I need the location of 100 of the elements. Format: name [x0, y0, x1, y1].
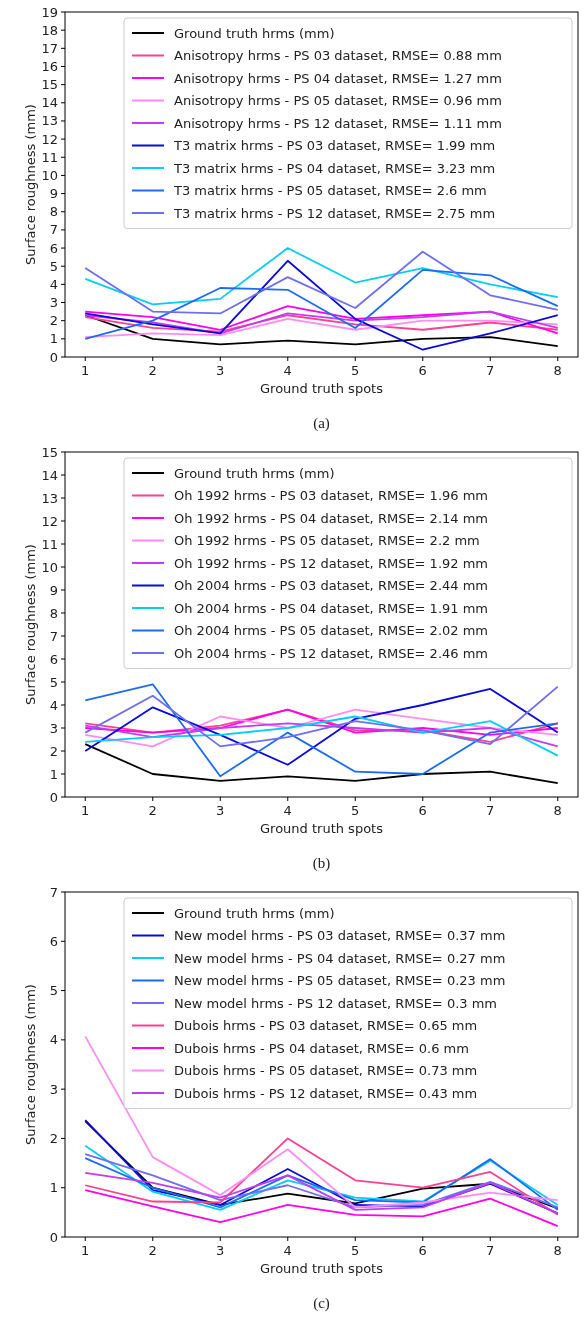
x-tick-label: 8 [553, 803, 562, 818]
legend-label: T3 matrix hrms - PS 04 dataset, RMSE= 3.23 mm [173, 160, 496, 176]
x-tick-label: 5 [351, 363, 360, 378]
x-tick-label: 7 [486, 803, 495, 818]
y-tick-label: 11 [41, 149, 58, 165]
y-tick-label: 0 [49, 789, 58, 805]
y-tick-label: 18 [41, 22, 58, 38]
y-tick-label: 6 [49, 240, 58, 256]
text: (c) [313, 1295, 330, 1312]
x-axis-title: Ground truth spots [260, 821, 384, 836]
y-axis-title: Surface roughness (mm) [23, 544, 38, 705]
legend-label: Anisotropy hrms - PS 05 dataset, RMSE= 0.96 mm [174, 93, 502, 109]
y-tick-label: 9 [49, 186, 58, 202]
line-series [84, 683, 559, 778]
line-series [84, 247, 559, 306]
y-tick-label: 9 [49, 582, 58, 598]
legend-label: T3 matrix hrms - PS 05 dataset, RMSE= 2.6 mm [173, 183, 487, 199]
y-tick-label: 7 [49, 222, 58, 238]
legend-label: New model hrms - PS 04 dataset, RMSE= 0.27 mm [174, 950, 506, 966]
y-tick-label: 2 [49, 313, 58, 329]
legend-label: Oh 2004 hrms - PS 03 dataset, RMSE= 2.44 mm [174, 578, 489, 594]
y-tick-label: 5 [49, 258, 58, 274]
line-series [84, 1035, 559, 1209]
line-series [84, 688, 559, 766]
legend-label: Dubois hrms - PS 04 dataset, RMSE= 0.6 mm [174, 1040, 469, 1056]
legend-label: Ground truth hrms (mm) [174, 465, 335, 481]
x-tick-label: 6 [418, 363, 427, 378]
y-tick-label: 5 [49, 983, 58, 999]
line-series [84, 259, 559, 351]
legend-label: Anisotropy hrms - PS 12 dataset, RMSE= 1.11 mm [174, 115, 502, 131]
x-tick-label: 7 [486, 1243, 495, 1258]
x-tick-label: 4 [283, 1243, 292, 1258]
y-tick-label: 14 [41, 95, 58, 111]
x-tick-label: 8 [553, 1243, 562, 1258]
line-series [84, 722, 559, 748]
line-series [84, 1137, 559, 1216]
y-tick-label: 7 [49, 884, 58, 900]
x-tick-label: 4 [283, 363, 292, 378]
text: (a) [313, 415, 330, 432]
y-axis-title: Surface roughness (mm) [23, 104, 38, 265]
y-tick-label: 0 [49, 1229, 58, 1245]
legend-label: Oh 2004 hrms - PS 05 dataset, RMSE= 2.02 mm [174, 623, 489, 639]
y-tick-label: 3 [49, 295, 58, 311]
y-tick-label: 13 [41, 113, 58, 129]
y-tick-label: 1 [49, 1180, 58, 1196]
x-tick-label: 2 [148, 1243, 157, 1258]
x-tick-label: 2 [148, 803, 157, 818]
line-series [84, 708, 559, 736]
y-tick-label: 12 [41, 131, 58, 147]
y-tick-label: 13 [41, 490, 58, 506]
y-tick-label: 3 [49, 1081, 58, 1097]
legend-label: Oh 1992 hrms - PS 03 dataset, RMSE= 1.96 mm [174, 488, 489, 504]
y-tick-label: 16 [41, 59, 58, 75]
y-tick-label: 3 [49, 720, 58, 736]
legend-label: Dubois hrms - PS 12 dataset, RMSE= 0.43 mm [174, 1085, 478, 1101]
legend-label: New model hrms - PS 03 dataset, RMSE= 0.37 mm [174, 928, 506, 944]
line-series [84, 317, 559, 338]
y-tick-label: 8 [49, 204, 58, 220]
line-series [84, 1144, 559, 1211]
y-tick-label: 6 [49, 651, 58, 667]
y-tick-label: 15 [41, 444, 58, 460]
y-tick-label: 1 [49, 766, 58, 782]
x-tick-label: 1 [81, 1243, 90, 1258]
legend-label: Oh 2004 hrms - PS 04 dataset, RMSE= 1.91 mm [174, 600, 489, 616]
y-tick-label: 4 [49, 1032, 58, 1048]
y-axis-title: Surface roughness (mm) [23, 984, 38, 1145]
y-tick-label: 6 [49, 933, 58, 949]
x-tick-label: 6 [418, 803, 427, 818]
line-series [84, 715, 559, 757]
text: (b) [312, 855, 331, 872]
x-tick-label: 8 [553, 363, 562, 378]
y-tick-label: 12 [41, 513, 58, 529]
x-tick-label: 3 [216, 1243, 225, 1258]
legend-label: Oh 2004 hrms - PS 12 dataset, RMSE= 2.46 mm [174, 645, 489, 661]
line-series [84, 743, 559, 785]
legend-label: Dubois hrms - PS 05 dataset, RMSE= 0.73 mm [174, 1063, 478, 1079]
legend-label: Oh 1992 hrms - PS 05 dataset, RMSE= 2.2 mm [174, 533, 480, 549]
y-tick-label: 17 [41, 40, 58, 56]
x-tick-label: 5 [351, 803, 360, 818]
line-series [84, 250, 559, 315]
line-series [84, 1189, 559, 1228]
line-series [84, 685, 559, 748]
x-tick-label: 1 [81, 803, 90, 818]
legend-label: T3 matrix hrms - PS 03 dataset, RMSE= 1.99 mm [173, 138, 496, 154]
x-tick-label: 2 [148, 363, 157, 378]
y-tick-label: 14 [41, 467, 58, 483]
y-tick-label: 7 [49, 628, 58, 644]
legend-label: Anisotropy hrms - PS 03 dataset, RMSE= 0.88 mm [174, 48, 502, 64]
x-tick-label: 3 [216, 803, 225, 818]
y-tick-label: 2 [49, 1130, 58, 1146]
y-tick-label: 1 [49, 331, 58, 347]
y-tick-label: 4 [49, 697, 58, 713]
line-series [84, 1172, 559, 1215]
legend-label: Anisotropy hrms - PS 04 dataset, RMSE= 1.27 mm [174, 70, 502, 86]
legend-label: Oh 1992 hrms - PS 04 dataset, RMSE= 2.14 mm [174, 510, 489, 526]
x-tick-label: 1 [81, 363, 90, 378]
x-axis-title: Ground truth spots [260, 1261, 384, 1276]
legend-label: Oh 1992 hrms - PS 12 dataset, RMSE= 1.92 mm [174, 555, 489, 571]
y-tick-label: 15 [41, 77, 58, 93]
y-tick-label: 2 [49, 743, 58, 759]
